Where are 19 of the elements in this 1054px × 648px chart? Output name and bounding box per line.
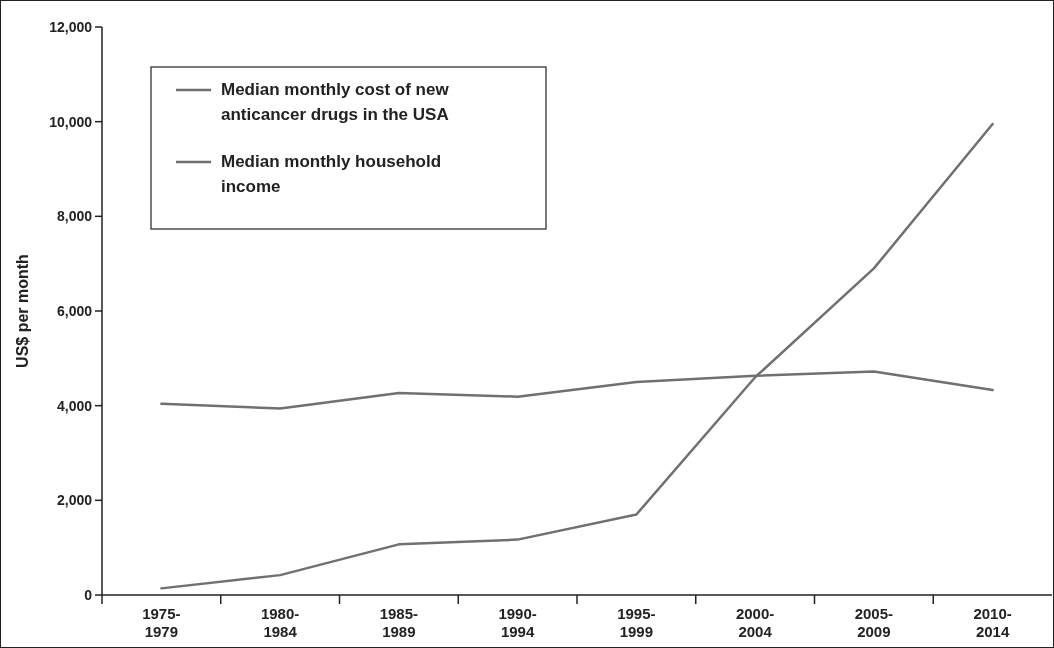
line-series bbox=[160, 122, 994, 590]
y-tick-label: 4,000 bbox=[56, 397, 93, 414]
x-tick-label: 1990- 1994 bbox=[498, 605, 537, 640]
x-tick-label: 1995- 1999 bbox=[617, 605, 656, 640]
x-tick-label: 2000- 2004 bbox=[735, 605, 775, 640]
x-tick-label: 2010- 2014 bbox=[973, 605, 1012, 640]
y-axis-title: US$ per month bbox=[14, 254, 31, 368]
x-tick-label: 1985- 1989 bbox=[379, 605, 419, 640]
legend-label: Median monthly household income bbox=[221, 152, 442, 196]
y-tick-label: 0 bbox=[84, 586, 93, 603]
y-tick-label: 12,000 bbox=[49, 18, 93, 35]
x-tick-label: 2005- 2009 bbox=[854, 605, 894, 640]
y-tick-label: 10,000 bbox=[49, 113, 93, 130]
x-tick-label: 1980- 1984 bbox=[260, 605, 300, 640]
y-tick-label: 6,000 bbox=[56, 302, 93, 319]
legend-label: Median monthly cost of new anticancer drugs in the USA bbox=[221, 80, 450, 124]
x-tick-label: 1975- 1979 bbox=[142, 605, 181, 640]
y-tick-label: 8,000 bbox=[56, 208, 93, 225]
y-tick-label: 2,000 bbox=[56, 492, 93, 509]
